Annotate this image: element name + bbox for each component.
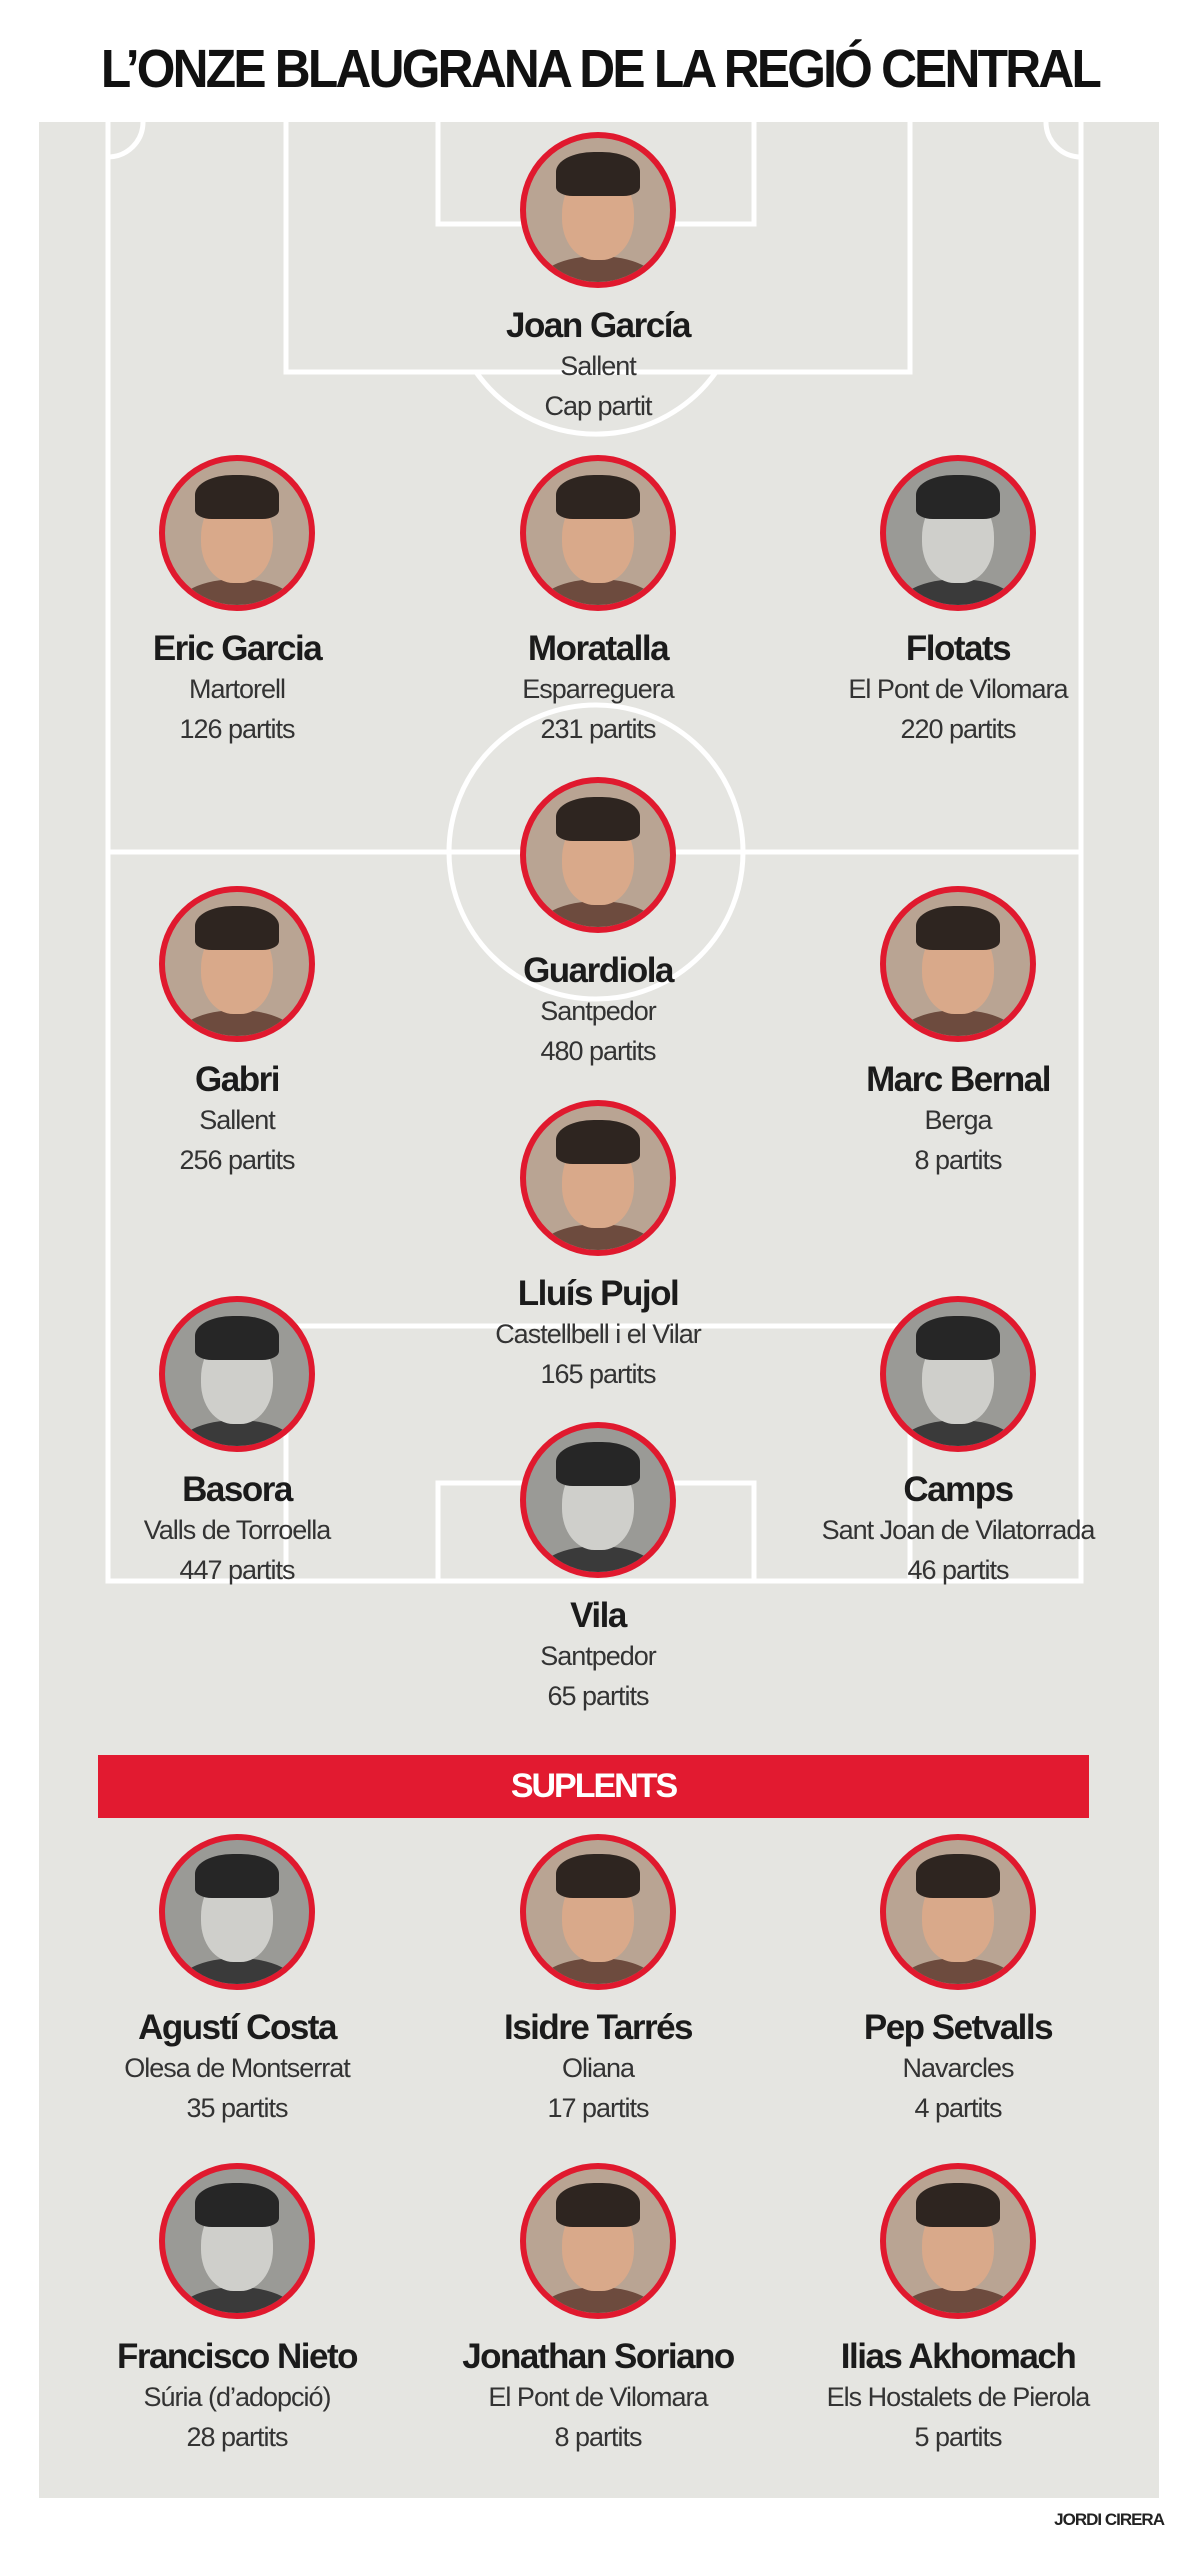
player-town: Súria (d’adopció) xyxy=(143,2382,331,2412)
player-matches: 46 partits xyxy=(907,1555,1009,1585)
player-card: Flotats El Pont de Vilomara 220 partits xyxy=(778,455,1138,749)
substitute-card: Isidre Tarrés Oliana 17 partits xyxy=(418,1834,778,2128)
player-town: Sant Joan de Vilatorrada xyxy=(821,1515,1096,1545)
player-matches: 256 partits xyxy=(179,1145,295,1175)
player-matches: 8 partits xyxy=(554,2422,642,2452)
substitute-card: Agustí Costa Olesa de Montserrat 35 part… xyxy=(57,1834,417,2128)
player-matches: Cap partit xyxy=(544,391,652,421)
player-town: Santpedor xyxy=(540,996,657,1026)
player-photo xyxy=(159,1296,315,1452)
player-town: Santpedor xyxy=(540,1641,657,1671)
player-photo xyxy=(880,1296,1036,1452)
player-card: Marc Bernal Berga 8 partits xyxy=(778,886,1138,1180)
player-matches: 165 partits xyxy=(540,1359,656,1389)
player-matches: 4 partits xyxy=(914,2093,1002,2123)
corner-arc-right xyxy=(1043,122,1082,160)
player-card: Guardiola Santpedor 480 partits xyxy=(418,777,778,1071)
player-name: Jonathan Soriano xyxy=(462,2337,735,2376)
player-name: Isidre Tarrés xyxy=(503,2008,694,2047)
player-town: Olesa de Montserrat xyxy=(124,2053,351,2083)
player-name: Vila xyxy=(570,1596,627,1635)
player-photo xyxy=(159,2163,315,2319)
top-penalty-arc xyxy=(473,370,719,437)
player-name: Ilias Akhomach xyxy=(840,2337,1077,2376)
substitute-card: Francisco Nieto Súria (d’adopció) 28 par… xyxy=(57,2163,417,2457)
player-name: Agustí Costa xyxy=(138,2008,337,2047)
player-photo xyxy=(880,886,1036,1042)
bottom-penalty-box xyxy=(283,1323,913,1581)
player-matches: 28 partits xyxy=(186,2422,288,2452)
player-matches: 17 partits xyxy=(547,2093,649,2123)
substitute-card: Pep Setvalls Navarcles 4 partits xyxy=(778,1834,1138,2128)
player-matches: 480 partits xyxy=(540,1036,656,1066)
player-photo xyxy=(520,455,676,611)
player-matches: 126 partits xyxy=(179,714,295,744)
player-card: Eric Garcia Martorell 126 partits xyxy=(57,455,417,749)
player-matches: 220 partits xyxy=(900,714,1016,744)
player-card: Moratalla Esparreguera 231 partits xyxy=(418,455,778,749)
player-card: Vila Santpedor 65 partits xyxy=(418,1422,778,1716)
player-town: El Pont de Vilomara xyxy=(488,2382,708,2412)
player-photo xyxy=(159,886,315,1042)
player-name: Pep Setvalls xyxy=(863,2008,1054,2047)
player-town: El Pont de Vilomara xyxy=(848,674,1068,704)
player-photo xyxy=(880,2163,1036,2319)
player-card: Basora Valls de Torroella 447 partits xyxy=(57,1296,417,1590)
substitute-card: Ilias Akhomach Els Hostalets de Pierola … xyxy=(778,2163,1138,2457)
player-town: Berga xyxy=(924,1105,992,1135)
player-matches: 65 partits xyxy=(547,1681,649,1711)
player-photo xyxy=(520,132,676,288)
player-photo xyxy=(159,455,315,611)
player-matches: 231 partits xyxy=(540,714,656,744)
player-town: Martorell xyxy=(188,674,286,704)
player-matches: 447 partits xyxy=(179,1555,295,1585)
player-name: Lluís Pujol xyxy=(517,1274,680,1313)
player-matches: 35 partits xyxy=(186,2093,288,2123)
center-circle xyxy=(446,702,746,1002)
player-photo xyxy=(520,777,676,933)
player-card-goalkeeper: Joan García Sallent Cap partit xyxy=(418,132,778,426)
player-name: Eric Garcia xyxy=(152,629,323,668)
player-town: Valls de Torroella xyxy=(143,1515,332,1545)
player-name: Basora xyxy=(182,1470,293,1509)
player-town: Navarcles xyxy=(902,2053,1014,2083)
player-town: Sallent xyxy=(560,351,637,381)
page-title: L’ONZE BLAUGRANA DE LA REGIÓ CENTRAL xyxy=(100,39,1102,99)
player-card: Gabri Sallent 256 partits xyxy=(57,886,417,1180)
corner-arc-left xyxy=(107,122,146,160)
player-name: Joan García xyxy=(506,306,691,345)
player-matches: 5 partits xyxy=(914,2422,1002,2452)
player-name: Gabri xyxy=(195,1060,280,1099)
player-photo xyxy=(520,1834,676,1990)
substitute-card: Jonathan Soriano El Pont de Vilomara 8 p… xyxy=(418,2163,778,2457)
player-photo xyxy=(159,1834,315,1990)
photo-credit: JORDI CIRERA xyxy=(1054,2510,1165,2529)
player-town: Esparreguera xyxy=(522,674,675,704)
top-penalty-box xyxy=(283,122,913,375)
player-matches: 8 partits xyxy=(914,1145,1002,1175)
player-name: Guardiola xyxy=(523,951,674,990)
player-town: Oliana xyxy=(561,2053,635,2083)
player-card: Lluís Pujol Castellbell i el Vilar 165 p… xyxy=(418,1100,778,1394)
player-photo xyxy=(520,1100,676,1256)
player-name: Francisco Nieto xyxy=(116,2337,359,2376)
player-photo xyxy=(520,1422,676,1578)
player-name: Flotats xyxy=(905,629,1012,668)
player-town: Els Hostalets de Pierola xyxy=(826,2382,1091,2412)
player-name: Camps xyxy=(903,1470,1014,1509)
player-photo xyxy=(880,455,1036,611)
player-photo xyxy=(520,2163,676,2319)
player-name: Moratalla xyxy=(527,629,670,668)
player-town: Sallent xyxy=(199,1105,276,1135)
player-card: Camps Sant Joan de Vilatorrada 46 partit… xyxy=(778,1296,1138,1590)
player-name: Marc Bernal xyxy=(866,1060,1051,1099)
substitutes-header: SUPLENTS xyxy=(98,1755,1089,1818)
player-photo xyxy=(880,1834,1036,1990)
player-town: Castellbell i el Vilar xyxy=(495,1319,702,1349)
